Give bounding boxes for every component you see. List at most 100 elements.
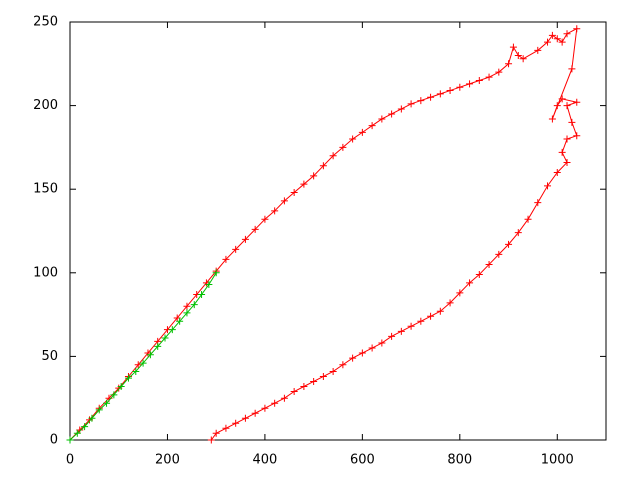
point-marker bbox=[544, 38, 552, 46]
point-marker bbox=[139, 359, 147, 367]
point-marker bbox=[132, 367, 140, 375]
point-marker bbox=[88, 414, 96, 422]
point-marker bbox=[241, 235, 249, 243]
point-marker bbox=[134, 361, 142, 369]
x-tick-label: 1000 bbox=[541, 453, 574, 468]
point-marker bbox=[110, 391, 118, 399]
point-marker bbox=[232, 419, 240, 427]
point-marker bbox=[563, 135, 571, 143]
point-marker bbox=[446, 87, 454, 95]
point-marker bbox=[558, 95, 566, 103]
point-marker bbox=[573, 132, 581, 140]
point-marker bbox=[66, 436, 74, 444]
point-marker bbox=[534, 199, 542, 207]
point-marker bbox=[388, 110, 396, 118]
point-marker bbox=[212, 269, 220, 277]
point-marker bbox=[509, 43, 517, 51]
point-marker bbox=[207, 436, 215, 444]
point-marker bbox=[514, 229, 522, 237]
point-marker bbox=[339, 361, 347, 369]
point-marker bbox=[544, 182, 552, 190]
point-marker bbox=[563, 158, 571, 166]
point-marker bbox=[436, 90, 444, 98]
point-marker bbox=[124, 374, 132, 382]
point-marker bbox=[251, 409, 259, 417]
point-marker bbox=[300, 382, 308, 390]
point-marker bbox=[407, 100, 415, 108]
point-marker bbox=[417, 317, 425, 325]
y-tick-label: 250 bbox=[33, 15, 58, 30]
point-marker bbox=[319, 162, 327, 170]
point-marker bbox=[417, 97, 425, 105]
point-marker bbox=[310, 377, 318, 385]
point-marker bbox=[339, 143, 347, 151]
point-marker bbox=[524, 215, 532, 223]
point-marker bbox=[271, 399, 279, 407]
point-marker bbox=[161, 334, 169, 342]
plot-border bbox=[69, 21, 607, 441]
point-marker bbox=[563, 30, 571, 38]
point-marker bbox=[222, 255, 230, 263]
point-marker bbox=[183, 302, 191, 310]
point-marker bbox=[310, 172, 318, 180]
point-marker bbox=[495, 68, 503, 76]
point-marker bbox=[378, 339, 386, 347]
point-marker bbox=[176, 317, 184, 325]
point-marker bbox=[466, 279, 474, 287]
point-marker bbox=[548, 31, 556, 39]
point-marker bbox=[232, 245, 240, 253]
point-marker bbox=[553, 35, 561, 43]
point-marker bbox=[475, 270, 483, 278]
x-tick-label: 600 bbox=[350, 453, 375, 468]
point-marker bbox=[534, 46, 542, 54]
point-marker bbox=[300, 180, 308, 188]
point-marker bbox=[81, 423, 89, 431]
point-marker bbox=[568, 65, 576, 73]
point-marker bbox=[519, 55, 527, 63]
point-marker bbox=[436, 307, 444, 315]
point-marker bbox=[251, 225, 259, 233]
point-marker bbox=[368, 122, 376, 130]
point-marker bbox=[205, 281, 213, 289]
point-marker bbox=[485, 73, 493, 81]
series-line bbox=[69, 27, 579, 441]
point-marker bbox=[558, 38, 566, 46]
point-marker bbox=[558, 148, 566, 156]
y-tick-label: 150 bbox=[33, 182, 58, 197]
point-marker bbox=[485, 260, 493, 268]
point-marker bbox=[514, 51, 522, 59]
point-marker bbox=[475, 77, 483, 85]
point-marker bbox=[261, 404, 269, 412]
x-tick-label: 0 bbox=[66, 453, 74, 468]
point-marker bbox=[573, 25, 581, 33]
point-marker bbox=[190, 301, 198, 309]
point-marker bbox=[271, 207, 279, 215]
point-marker bbox=[466, 80, 474, 88]
point-marker bbox=[397, 327, 405, 335]
point-marker bbox=[388, 332, 396, 340]
point-marker bbox=[397, 105, 405, 113]
point-marker bbox=[73, 429, 81, 437]
point-marker bbox=[358, 128, 366, 136]
point-marker bbox=[280, 394, 288, 402]
point-marker bbox=[290, 388, 298, 396]
x-tick-label: 400 bbox=[252, 453, 277, 468]
point-marker bbox=[456, 83, 464, 91]
point-marker bbox=[349, 135, 357, 143]
point-marker bbox=[261, 215, 269, 223]
point-marker bbox=[563, 102, 571, 110]
point-marker bbox=[290, 189, 298, 197]
point-marker bbox=[222, 424, 230, 432]
point-marker bbox=[427, 93, 435, 101]
point-marker bbox=[427, 312, 435, 320]
point-marker bbox=[103, 399, 111, 407]
point-marker bbox=[117, 382, 125, 390]
point-marker bbox=[146, 351, 154, 359]
y-tick-label: 50 bbox=[41, 349, 58, 364]
point-marker bbox=[198, 291, 206, 299]
point-marker bbox=[568, 118, 576, 126]
point-marker bbox=[505, 240, 513, 248]
point-marker bbox=[329, 367, 337, 375]
